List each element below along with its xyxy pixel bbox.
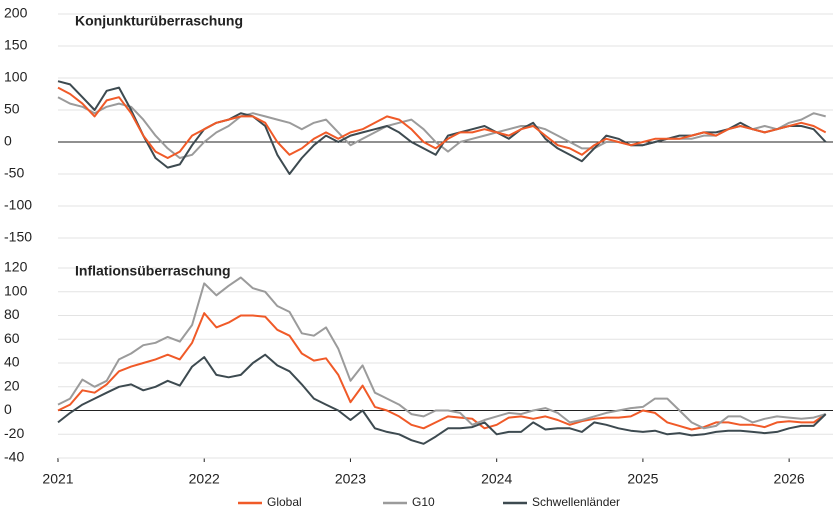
y-tick-label: -50 bbox=[4, 165, 24, 181]
y-tick-label: 80 bbox=[4, 306, 20, 322]
line-series bbox=[57, 86, 827, 159]
series-group bbox=[57, 276, 827, 445]
x-tick-label: 2025 bbox=[627, 471, 658, 487]
y-tick-label: -20 bbox=[4, 425, 24, 441]
y-tick-label: 100 bbox=[4, 282, 28, 298]
y-tick-label: 0 bbox=[4, 401, 12, 417]
legend-label: Schwellenländer bbox=[532, 495, 620, 509]
y-tick-label: 120 bbox=[4, 259, 28, 275]
line-series bbox=[57, 80, 827, 175]
y-tick-label: 0 bbox=[4, 133, 12, 149]
legend-label: Global bbox=[267, 495, 302, 509]
line-series bbox=[57, 96, 826, 159]
series-group bbox=[57, 80, 827, 175]
line-series bbox=[57, 312, 827, 431]
chart-title: Konjunkturüberraschung bbox=[75, 13, 243, 29]
x-tick-label: 2022 bbox=[189, 471, 220, 487]
x-tick-label: 2023 bbox=[335, 471, 366, 487]
y-tick-label: 100 bbox=[4, 69, 28, 85]
y-tick-label: 20 bbox=[4, 377, 20, 393]
y-tick-label: -150 bbox=[4, 229, 32, 245]
line-series bbox=[57, 353, 827, 445]
chart-title: Inflationsüberraschung bbox=[75, 263, 231, 279]
y-tick-label: 200 bbox=[4, 5, 28, 21]
x-tick-label: 2021 bbox=[42, 471, 73, 487]
y-tick-label: 40 bbox=[4, 354, 20, 370]
x-tick-label: 2026 bbox=[774, 471, 805, 487]
y-tick-label: 60 bbox=[4, 330, 20, 346]
y-tick-label: 50 bbox=[4, 101, 20, 117]
y-tick-label: 150 bbox=[4, 37, 28, 53]
x-tick-label: 2024 bbox=[481, 471, 512, 487]
y-tick-label: -100 bbox=[4, 197, 32, 213]
legend-label: G10 bbox=[412, 495, 435, 509]
line-series bbox=[57, 276, 826, 430]
y-tick-label: -40 bbox=[4, 449, 24, 465]
